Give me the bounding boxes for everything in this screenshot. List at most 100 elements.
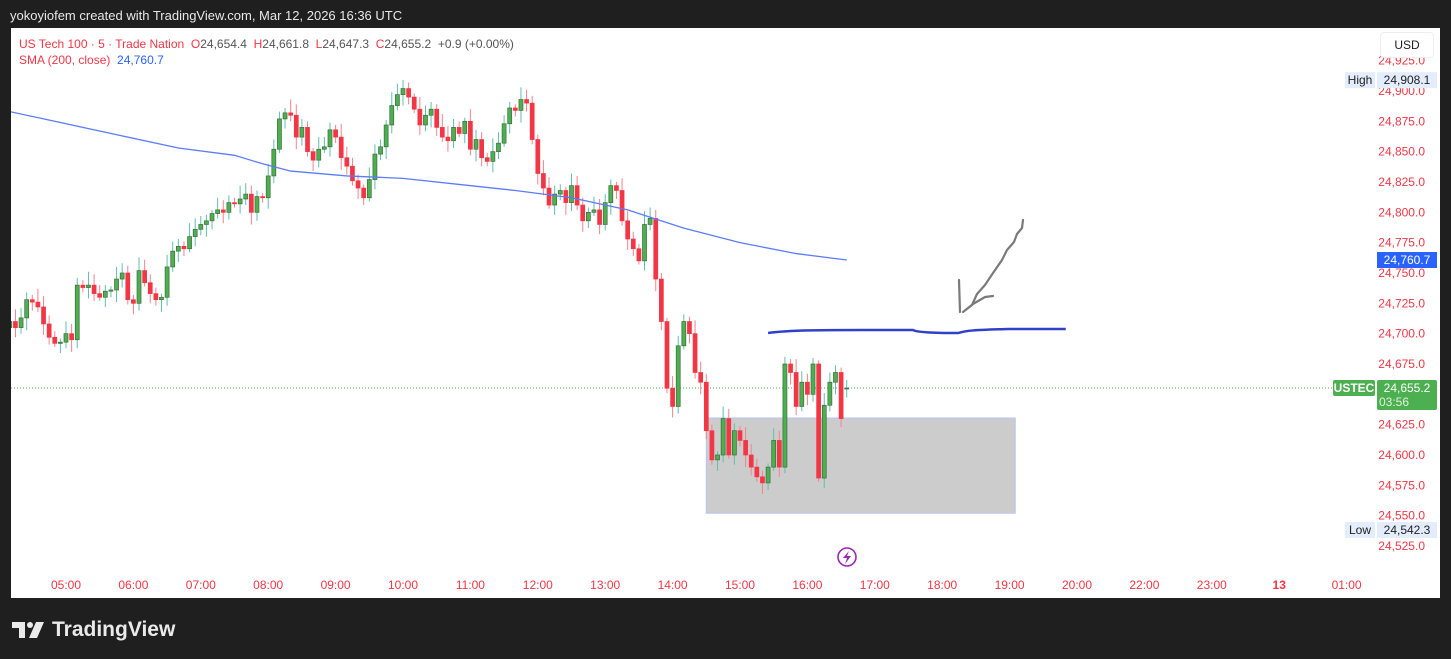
- candle-body: [209, 213, 215, 222]
- candle-body: [585, 211, 591, 222]
- candle-body: [507, 107, 513, 125]
- candle-body: [108, 289, 114, 292]
- symbol-label[interactable]: US Tech 100 · 5 · Trade Nation: [19, 37, 185, 51]
- time-tick-label: 07:00: [186, 578, 216, 592]
- candle-body: [102, 290, 108, 298]
- candle-body: [136, 270, 142, 304]
- candle-body: [771, 440, 777, 468]
- candle-body: [484, 157, 490, 162]
- candle-body: [479, 139, 484, 159]
- candle-body: [709, 430, 715, 461]
- candle-body: [366, 179, 372, 199]
- candle-body: [765, 466, 771, 484]
- candle-body: [552, 193, 558, 206]
- candle-body: [614, 185, 619, 191]
- candle-body: [698, 372, 704, 383]
- open-label: O: [190, 37, 201, 51]
- candle-body: [175, 245, 181, 252]
- candle-body: [192, 228, 198, 237]
- candle-body: [788, 363, 793, 373]
- candle-body: [490, 151, 496, 162]
- candle-body: [215, 209, 220, 214]
- candle-body: [159, 296, 164, 301]
- low-marker-bg: [1377, 521, 1437, 538]
- currency-button[interactable]: USD: [1380, 32, 1434, 58]
- candle-body: [687, 321, 692, 335]
- candle-body: [838, 372, 844, 419]
- drawn-horizontal-line: [767, 327, 1066, 335]
- candle-body: [805, 381, 810, 395]
- logo-text: TradingView: [52, 618, 176, 641]
- candle-body: [142, 270, 147, 284]
- candle-body: [760, 476, 765, 484]
- candle-body: [147, 282, 153, 294]
- chart-credit: yokoyiofem created with TradingView.com,…: [10, 8, 403, 23]
- candle-body: [389, 105, 395, 126]
- price-tick-label: 24,600.0: [1378, 448, 1425, 462]
- candle-body: [827, 381, 833, 406]
- candle-body: [473, 139, 479, 150]
- last-price-marker-bg: [1377, 380, 1437, 411]
- close-value: 24,655.2: [384, 37, 432, 51]
- candle-body: [518, 99, 524, 111]
- low-value: 24,647.3: [322, 37, 370, 51]
- candle-body: [97, 293, 103, 298]
- time-tick-label: 15:00: [725, 578, 755, 592]
- candle-body: [52, 336, 58, 344]
- candle-body: [597, 209, 602, 225]
- candle-body: [41, 306, 46, 325]
- zone-rectangle: [705, 417, 1016, 514]
- candle-body: [243, 193, 249, 200]
- lightning-icon[interactable]: [837, 547, 857, 567]
- candle-body: [456, 127, 462, 134]
- candle-body: [833, 372, 838, 383]
- time-tick-label: 08:00: [253, 578, 283, 592]
- candle-body: [793, 372, 799, 407]
- candle-body: [198, 224, 204, 230]
- candle-body: [782, 363, 788, 468]
- candle-body: [400, 88, 406, 95]
- candle-body: [653, 218, 659, 280]
- candle-body: [591, 209, 597, 213]
- candle-body: [226, 202, 232, 213]
- candle-body: [726, 418, 732, 456]
- candle-body: [720, 418, 726, 456]
- time-tick-label: 20:00: [1062, 578, 1092, 592]
- sma-label[interactable]: SMA (200, close): [19, 53, 111, 67]
- time-tick-label: 18:00: [927, 578, 957, 592]
- candle-body: [451, 127, 456, 142]
- candles: [11, 80, 850, 494]
- candlestick-chart[interactable]: 24,925.024,900.024,875.024,850.024,825.0…: [11, 28, 1440, 598]
- candle-body: [659, 278, 664, 322]
- candle-body: [181, 245, 187, 250]
- price-tick-label: 24,700.0: [1378, 327, 1425, 341]
- candle-body: [675, 345, 681, 407]
- candle-body: [220, 209, 226, 213]
- candle-body: [642, 224, 647, 262]
- symbol-marker-bg: [1333, 380, 1375, 397]
- candle-body: [692, 333, 698, 373]
- low-marker-label: Low: [1349, 523, 1371, 537]
- tradingview-logo[interactable]: TradingView: [12, 618, 175, 642]
- candle-body: [748, 454, 754, 468]
- candle-body: [703, 381, 709, 432]
- candle-body: [80, 284, 86, 288]
- high-value: 24,661.8: [262, 37, 309, 51]
- candle-body: [119, 272, 125, 280]
- chart-panel[interactable]: 24,925.0 24,900.0 24,875.0 24,850.0 24,825.0…: [11, 28, 1440, 598]
- candle-body: [316, 148, 322, 161]
- candle-body: [462, 120, 468, 134]
- candle-body: [535, 139, 541, 174]
- candle-body: [361, 187, 367, 199]
- candle-body: [69, 333, 74, 341]
- price-tick-label: 24,625.0: [1378, 418, 1425, 432]
- sma-value: 24,760.7: [117, 53, 164, 67]
- low-label: L: [315, 37, 323, 51]
- candle-body: [18, 317, 24, 328]
- price-axis: [1375, 28, 1440, 573]
- candle-body: [512, 107, 518, 111]
- time-tick-label: 12:00: [523, 578, 553, 592]
- candle-body: [322, 146, 327, 150]
- candle-body: [810, 363, 816, 395]
- candle-body: [35, 301, 41, 308]
